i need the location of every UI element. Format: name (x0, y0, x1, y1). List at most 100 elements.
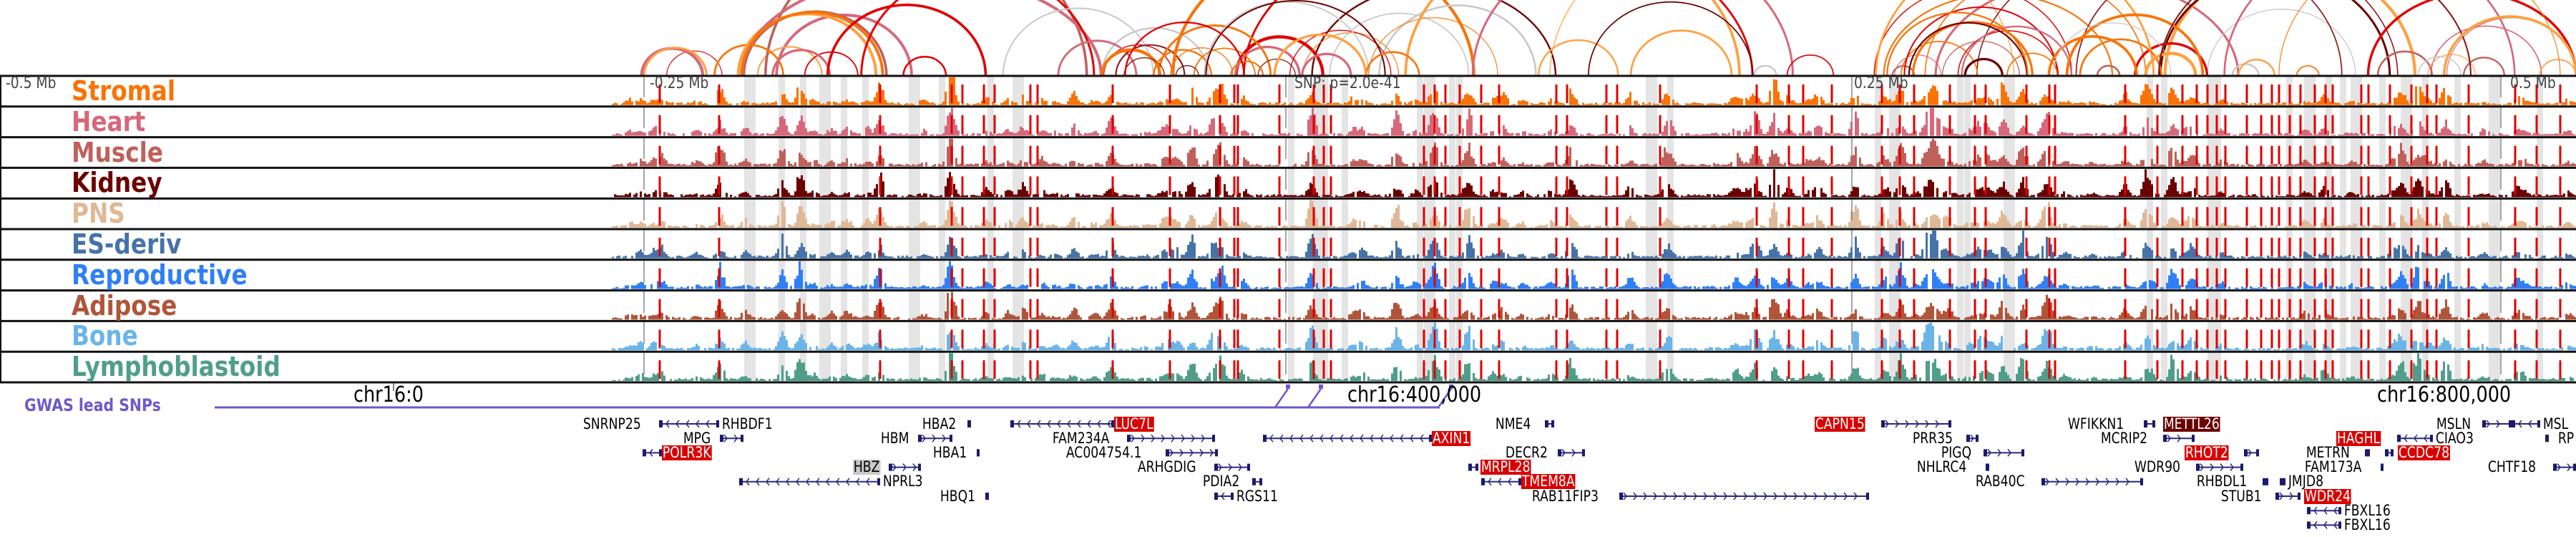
gene-label-prr35[interactable]: PRR35 (1912, 429, 1953, 447)
gene-label-metrn[interactable]: METRN (2306, 443, 2350, 461)
gene-model-fbxl16[interactable] (2307, 521, 2341, 529)
gene-model-chtf18[interactable] (2553, 463, 2576, 472)
strand-arrow-icon (1279, 434, 1284, 442)
gene-model-fam173a[interactable] (2381, 463, 2384, 471)
gene-label-snrnp25[interactable]: SNRNP25 (582, 415, 641, 432)
gene-label-ac004754.1[interactable]: AC004754.1 (1065, 443, 1142, 461)
gene-model-rab11fip3[interactable] (1619, 492, 1869, 500)
loop-arc (1115, 44, 1186, 77)
gene-model-pdia2[interactable] (1252, 478, 1262, 485)
gene-model-mcrip2[interactable] (2163, 434, 2195, 442)
gene-label-luc7l[interactable]: LUC7L (1114, 415, 1154, 432)
gene-label-hba1[interactable]: HBA1 (932, 443, 967, 461)
gene-label-wdr24[interactable]: WDR24 (2304, 487, 2351, 505)
gene-label-tmem8a[interactable]: TMEM8A (1521, 473, 1576, 490)
signal-track-bone (612, 322, 2576, 351)
gene-model-rab40c[interactable] (2041, 478, 2143, 486)
gene-label-hbq1[interactable]: HBQ1 (940, 487, 976, 505)
gene-model-stub1[interactable] (2275, 492, 2301, 500)
strand-arrow-icon (2125, 478, 2129, 486)
gene-label-chtf18[interactable]: CHTF18 (2487, 458, 2537, 476)
gene-label-pigq[interactable]: PIGQ (1941, 443, 1972, 461)
gene-model-snrnp25[interactable] (659, 420, 719, 428)
gene-model-nprl3[interactable] (739, 478, 880, 486)
gene-model-hbm[interactable] (918, 434, 952, 442)
gene-model-capn15[interactable] (1881, 420, 1951, 428)
gene-model-fam234a[interactable] (1127, 434, 1215, 442)
gene-label-mettl26[interactable]: METTL26 (2163, 415, 2220, 432)
gene-model-rgs11[interactable] (1214, 492, 1234, 500)
gene-model-wfikkn1[interactable] (2144, 420, 2155, 427)
gene-model-mrpl28[interactable] (1468, 463, 1478, 471)
gene-model-nme4[interactable] (1545, 420, 1554, 427)
gene-model-hbz[interactable] (889, 463, 921, 472)
gene-model-rp[interactable] (2545, 435, 2549, 442)
gene-model-nhlrc4[interactable] (1986, 463, 1989, 471)
gene-label-ciao3[interactable]: CIAO3 (2435, 429, 2474, 447)
signal-track-stromal (612, 77, 2576, 105)
gene-model-metrn[interactable] (2365, 449, 2370, 457)
gene-label-rhbdl1[interactable]: RHBDL1 (2196, 473, 2248, 490)
gene-label-decr2[interactable]: DECR2 (1505, 443, 1548, 461)
gene-label-hba2[interactable]: HBA2 (922, 415, 957, 432)
strand-arrow-icon (826, 478, 830, 486)
gene-label-msln[interactable]: MSLN (2436, 415, 2472, 432)
gene-model-tmem8a[interactable] (1481, 478, 1521, 486)
gene-label-rp[interactable]: RP (2557, 429, 2575, 447)
gene-model-luc7l[interactable] (1010, 420, 1114, 428)
gene-model-jmjd8[interactable] (2280, 478, 2285, 485)
gene-model-msl[interactable] (2512, 420, 2540, 428)
gene-label-rgs11[interactable]: RGS11 (1236, 487, 1278, 505)
gene-label-capn15[interactable]: CAPN15 (1815, 415, 1865, 432)
gene-label-wfikkn1[interactable]: WFIKKN1 (2067, 415, 2124, 432)
gene-model-msln[interactable] (2482, 420, 2512, 428)
gene-model-pigq[interactable] (1984, 448, 2024, 457)
gene-label-fam234a[interactable]: FAM234A (1052, 429, 1110, 447)
gene-label-fbxl16[interactable]: FBXL16 (2343, 516, 2391, 533)
gene-label-fbxl16[interactable]: FBXL16 (2343, 501, 2391, 519)
gene-model-rhot2[interactable] (2244, 448, 2259, 457)
gene-label-axin1[interactable]: AXIN1 (1432, 429, 1471, 447)
gene-label-rhbdf1[interactable]: RHBDF1 (721, 415, 773, 432)
gene-model-arhgdig[interactable] (1214, 463, 1250, 472)
strand-arrow-icon (1370, 434, 1374, 442)
gene-label-mrpl28[interactable]: MRPL28 (1480, 458, 1531, 476)
gene-model-axin1[interactable] (1263, 434, 1432, 442)
gene-label-haghl[interactable]: HAGHL (2336, 429, 2381, 447)
gene-model-rhbdl1[interactable] (2263, 478, 2268, 485)
gene-label-msl[interactable]: MSL (2542, 415, 2569, 432)
gene-model-polr3k[interactable] (643, 448, 662, 457)
gene-label-polr3k[interactable]: POLR3K (662, 443, 712, 461)
gene-label-wdr90[interactable]: WDR90 (2134, 458, 2180, 476)
gene-label-pdia2[interactable]: PDIA2 (1202, 473, 1240, 490)
gene-label-hbm[interactable]: HBM (880, 429, 909, 447)
strand-arrow-icon (1643, 492, 1647, 500)
gene-model-prr35[interactable] (1966, 434, 1979, 442)
loop-arc (2366, 0, 2576, 77)
gene-model-haghl[interactable] (2397, 434, 2433, 442)
gene-label-arhgdig[interactable]: ARHGDIG (1137, 458, 1196, 476)
gene-label-nme4[interactable]: NME4 (1495, 415, 1531, 432)
gene-label-stub1[interactable]: STUB1 (2220, 487, 2262, 505)
gene-label-nprl3[interactable]: NPRL3 (882, 473, 923, 490)
gene-model-ccdc78[interactable] (2385, 449, 2394, 457)
gene-label-nhlrc4[interactable]: NHLRC4 (1916, 458, 1967, 476)
gene-label-rab11fip3[interactable]: RAB11FIP3 (1531, 487, 1599, 505)
gene-model-ac004754.1[interactable] (1166, 448, 1218, 457)
gene-model-wdr90[interactable] (2196, 463, 2243, 472)
gene-model-fbxl16[interactable] (2307, 506, 2341, 515)
gene-label-jmjd8[interactable]: JMJD8 (2288, 473, 2324, 490)
gene-label-mcrip2[interactable]: MCRIP2 (2100, 429, 2148, 447)
strand-arrow-icon (2115, 478, 2119, 486)
gene-label-mpg[interactable]: MPG (683, 429, 711, 447)
gene-model-hba1[interactable] (977, 449, 980, 457)
gene-model-mpg[interactable] (720, 434, 743, 442)
gene-label-rab40c[interactable]: RAB40C (1975, 473, 2025, 490)
gene-model-decr2[interactable] (1558, 448, 1585, 457)
gene-label-hbz[interactable]: HBZ (853, 458, 881, 476)
gene-model-hbq1[interactable] (985, 493, 989, 500)
gene-label-ccdc78[interactable]: CCDC78 (2398, 443, 2450, 461)
gene-label-fam173a[interactable]: FAM173A (2304, 458, 2362, 476)
gene-label-rhot2[interactable]: RHOT2 (2185, 443, 2229, 461)
gene-model-hba2[interactable] (967, 420, 971, 427)
